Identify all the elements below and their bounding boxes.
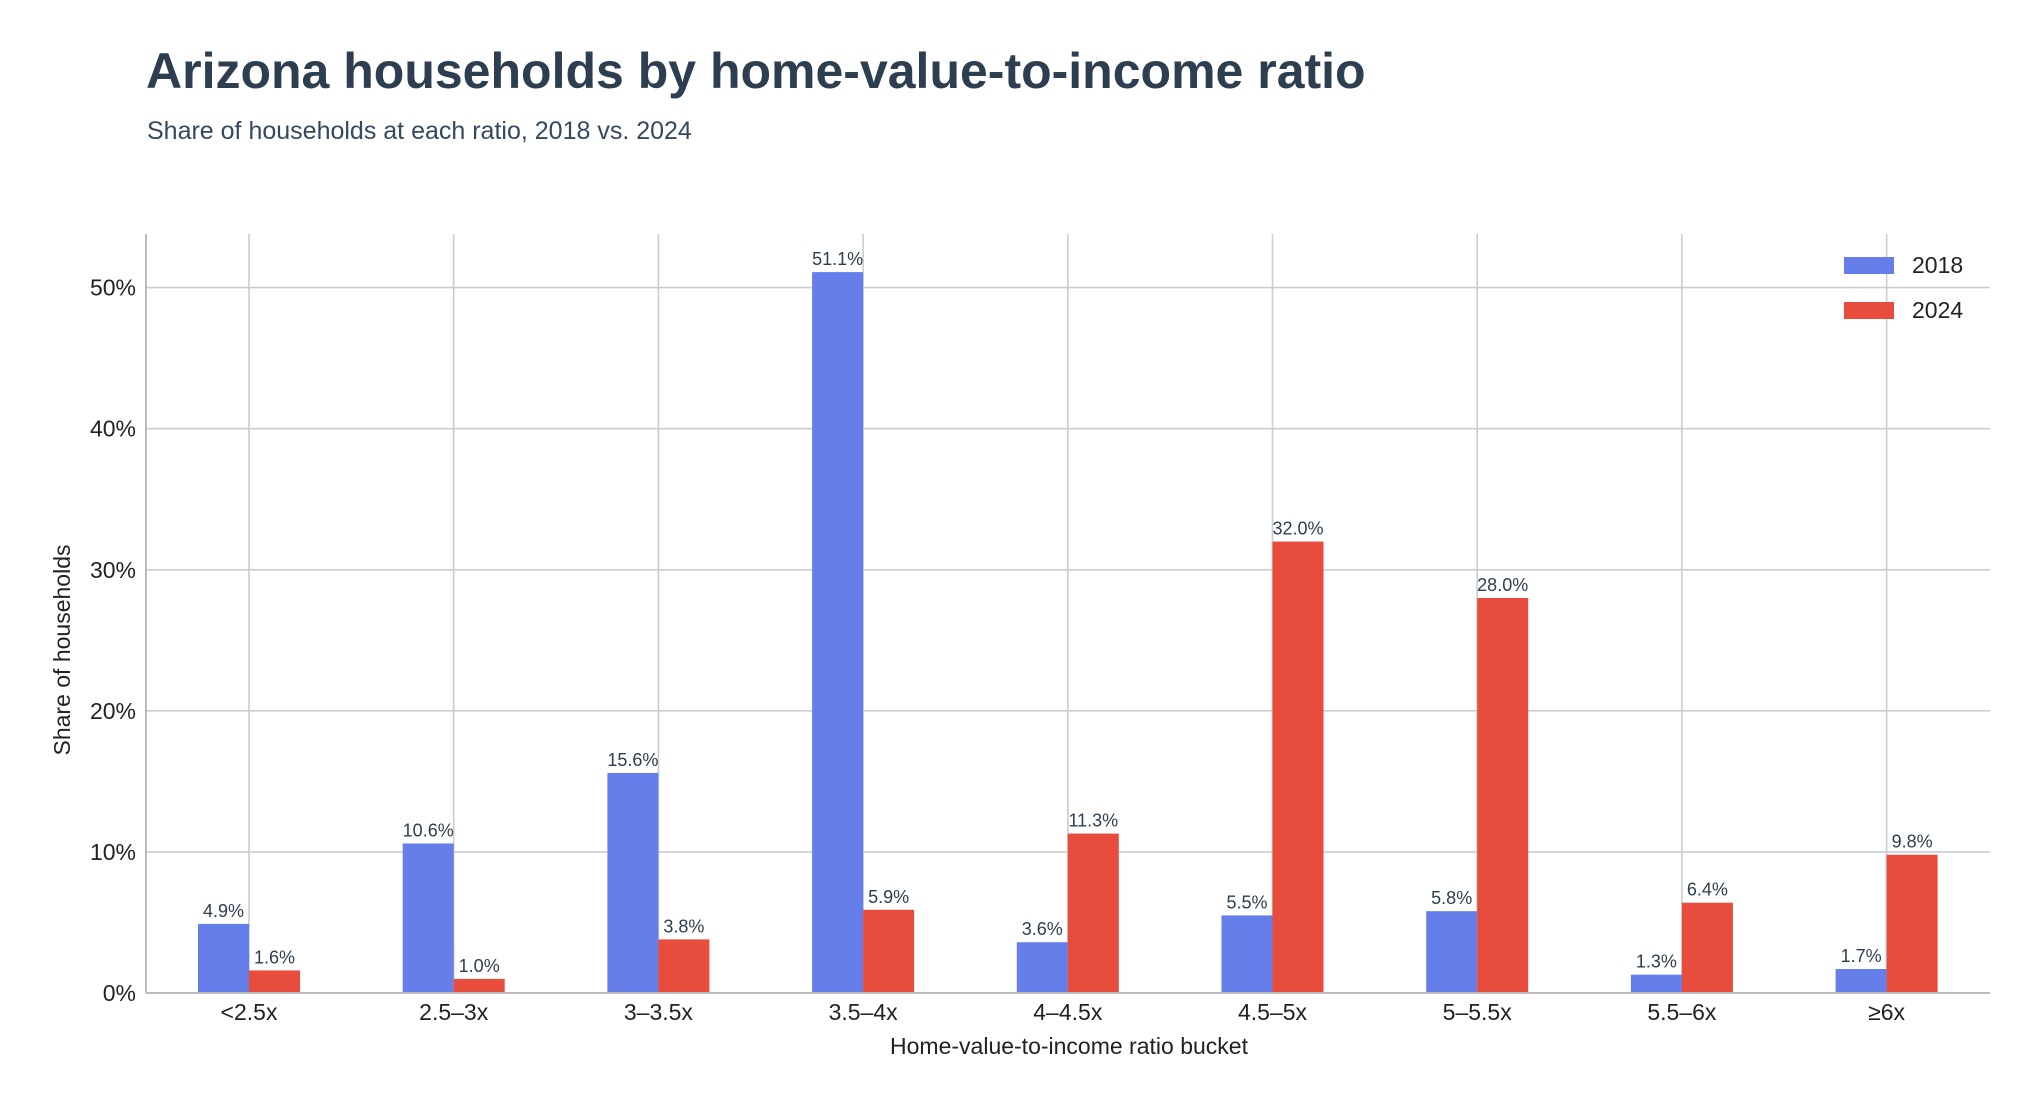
data-label: 3.6% (1022, 919, 1063, 939)
x-tick-label: ≥6x (1868, 999, 1905, 1025)
bar-2024-4 (1067, 833, 1119, 993)
data-label: 1.7% (1841, 946, 1882, 966)
legend-swatch-2018 (1844, 257, 1894, 274)
chart-subtitle: Share of households at each ratio, 2018 … (147, 117, 692, 145)
data-label: 4.9% (203, 901, 244, 921)
bar-2024-5 (1272, 541, 1324, 993)
y-tick-label: 40% (90, 416, 136, 442)
bar-2024-1 (453, 978, 505, 993)
legend-label-2024: 2024 (1912, 297, 1963, 323)
y-tick-label: 30% (90, 557, 136, 583)
data-label: 1.6% (254, 947, 295, 967)
bar-2018-3 (812, 272, 864, 993)
legend-swatch-2024 (1844, 302, 1894, 319)
x-tick-label: 2.5–3x (419, 999, 489, 1025)
bar-2024-7 (1681, 902, 1733, 993)
x-tick-label: 5–5.5x (1443, 999, 1513, 1025)
data-label: 15.6% (607, 750, 658, 770)
data-label: 5.5% (1226, 892, 1267, 912)
data-label: 3.8% (663, 916, 704, 936)
legend: 2018 2024 (1844, 252, 1963, 323)
data-label: 6.4% (1687, 880, 1728, 900)
x-tick-label: 5.5–6x (1647, 999, 1717, 1025)
bar-2018-7 (1630, 974, 1682, 993)
x-tick-label: 4.5–5x (1238, 999, 1308, 1025)
bar-2024-3 (863, 909, 915, 993)
bar-2018-5 (1221, 915, 1273, 993)
data-label: 32.0% (1272, 519, 1323, 539)
bar-2018-4 (1016, 942, 1068, 993)
data-label: 28.0% (1477, 575, 1528, 595)
bar-2024-0 (249, 970, 300, 993)
data-label: 5.9% (868, 887, 909, 907)
bar-2018-0 (198, 923, 249, 993)
y-tick-label: 0% (103, 980, 136, 1006)
bar-2018-6 (1426, 911, 1478, 993)
bar-2024-2 (658, 939, 710, 993)
legend-label-2018: 2018 (1912, 252, 1963, 278)
data-labels-layer: 4.9% 10.6% 15.6% 51.1% 3.6% 5.5% 5.8% 1.3% 1.7% 1… (203, 249, 1933, 976)
data-label: 1.0% (459, 956, 500, 976)
bar-2018-8 (1835, 969, 1887, 993)
x-tick-label: 3–3.5x (624, 999, 694, 1025)
bar-2024-8 (1886, 854, 1938, 993)
data-label: 9.8% (1892, 832, 1933, 852)
data-label: 10.6% (403, 820, 454, 840)
x-tick-label: 3.5–4x (829, 999, 899, 1025)
data-label: 5.8% (1431, 888, 1472, 908)
data-label: 51.1% (812, 249, 863, 269)
bar-2018-2 (607, 772, 659, 993)
y-tick-label: 20% (90, 698, 136, 724)
y-axis-title: Share of households (49, 545, 75, 756)
bar-2018-1 (402, 843, 454, 993)
bar-2024-6 (1477, 597, 1529, 993)
x-tick-label: 4–4.5x (1033, 999, 1103, 1025)
x-tick-label: <2.5x (221, 999, 278, 1025)
data-label: 11.3% (1068, 811, 1118, 831)
bars-layer (198, 272, 1938, 993)
axes-layer: 0% 10% 20% 30% 40% 50% <2.5x 2.5–3x 3–3.5x 3.5–4x… (90, 234, 1990, 1025)
data-label: 1.3% (1636, 952, 1677, 972)
y-tick-label: 10% (90, 839, 136, 865)
y-tick-label: 50% (90, 275, 136, 301)
chart-title: Arizona households by home-value-to-inco… (146, 43, 1366, 99)
x-axis-title: Home-value-to-income ratio bucket (890, 1033, 1249, 1059)
